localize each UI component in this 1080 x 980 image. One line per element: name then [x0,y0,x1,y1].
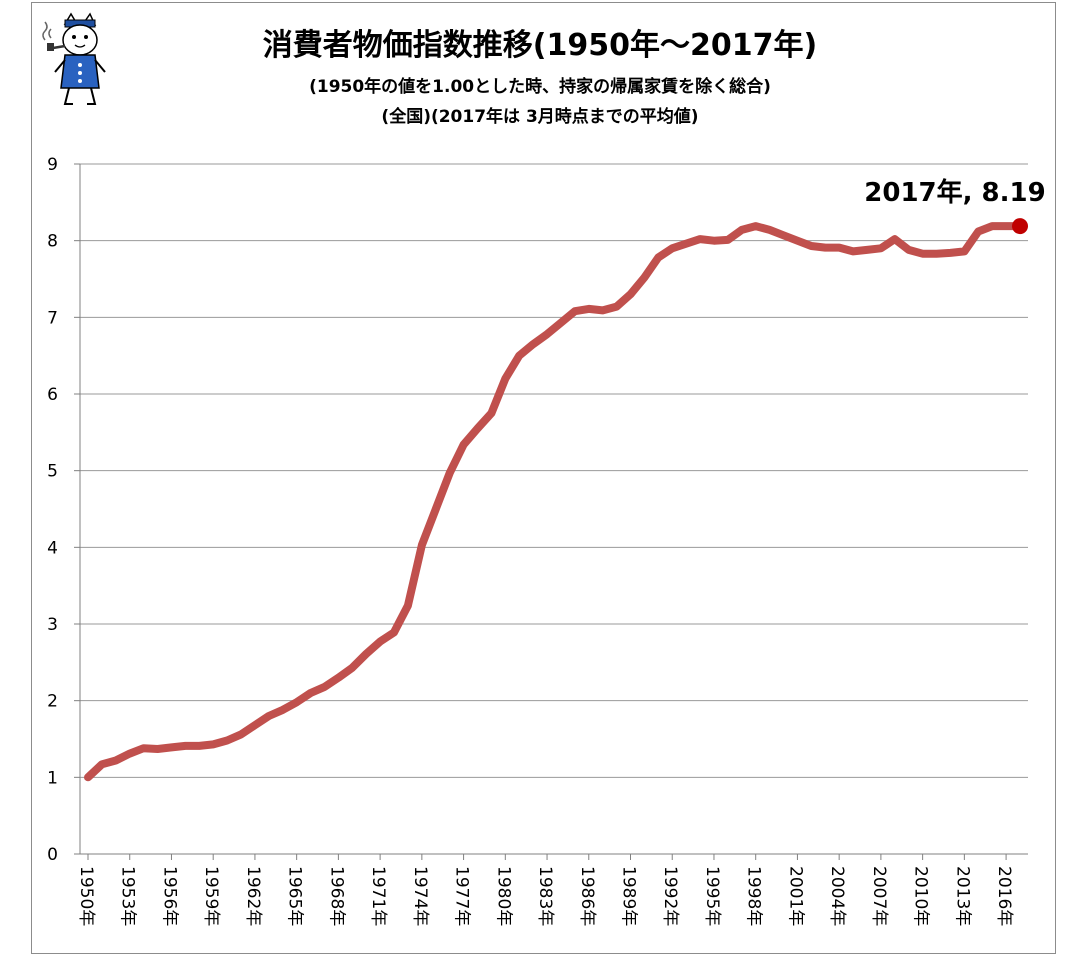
x-tick-label: 1953年 [118,866,138,926]
y-tick-label: 6 [47,385,58,405]
chart-frame [31,2,1056,954]
x-tick-label: 2013年 [952,866,972,926]
x-tick-label: 2016年 [994,866,1014,926]
endpoint-marker [1012,218,1028,235]
y-tick-label: 0 [47,845,58,865]
y-tick-label: 3 [47,615,58,635]
y-tick-label: 9 [47,155,58,175]
x-tick-label: 1983年 [535,866,555,926]
x-tick-label: 1977年 [452,866,472,926]
endpoint-label: 2017年, 8.19 [864,177,1045,208]
x-tick-label: 2004年 [827,866,847,926]
y-tick-label: 1 [47,768,58,788]
x-tick-label: 1980年 [493,866,513,926]
x-tick-label: 1956年 [159,866,179,926]
gridlines [80,163,1028,778]
x-tick-label: 1998年 [744,866,764,926]
x-tick-label: 1962年 [243,866,263,926]
x-tick-label: 2001年 [785,866,805,926]
x-tick-label: 1989年 [619,866,639,926]
y-tick-label: 7 [47,308,58,328]
x-tick-label: 1974年 [410,866,430,926]
y-tick-labels: 0 1 2 3 4 5 6 7 8 9 [47,155,58,865]
x-tick-label: 1986年 [577,866,597,926]
x-tick-label: 1992年 [660,866,680,926]
x-tick-labels: 1950年 1953年 1956年 1959年 1962年 1965年 1968年 1971年… [76,866,1014,926]
x-tick-label: 1971年 [368,866,388,926]
x-tick-label: 1959年 [201,866,221,926]
series-layer [84,218,1028,782]
x-tick-label: 1995年 [702,866,722,926]
series-line [84,222,1024,782]
x-tick-label: 2007年 [869,866,889,926]
y-tick-label: 2 [47,692,58,712]
chart-subtitle-line-2: (全国)(2017年は 3月時点までの平均値) [381,106,698,127]
x-tick-label: 1968年 [326,866,346,926]
chart-subtitle-line-1: (1950年の値を1.00とした時、持家の帰属家賃を除く総合) [309,76,771,97]
y-tick-label: 8 [47,232,58,252]
chart-title: 消費者物価指数推移(1950年〜2017年) [263,28,817,63]
x-tick-label: 1965年 [285,866,305,926]
x-tick-label: 1950年 [76,866,96,926]
y-tick-label: 5 [47,462,58,482]
axes [74,163,1028,860]
x-tick-label: 2010年 [911,866,931,926]
cat-mascot-icon [42,12,106,105]
y-tick-label: 4 [47,538,58,558]
